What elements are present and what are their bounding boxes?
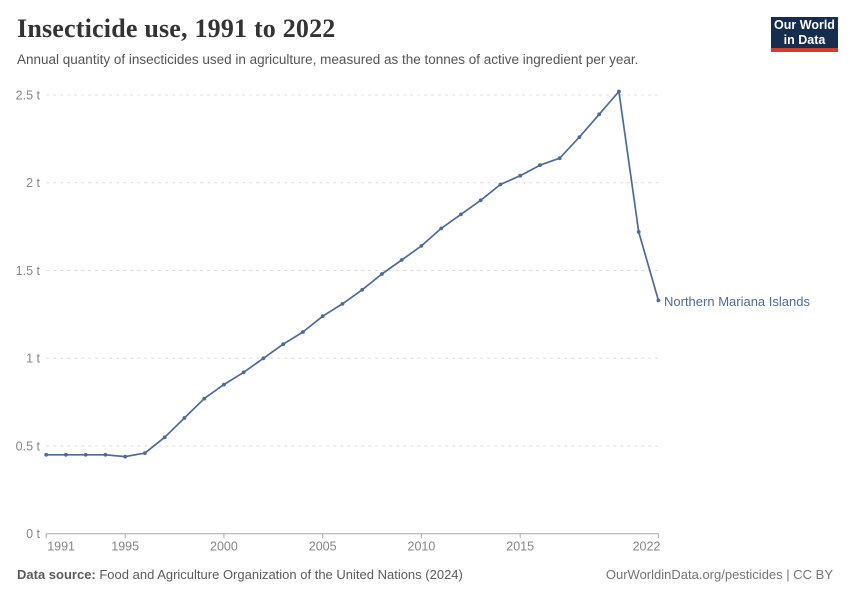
data-point[interactable] [103, 452, 108, 457]
owid-logo: Our World in Data [771, 17, 838, 52]
data-point[interactable] [498, 182, 503, 187]
data-point[interactable] [360, 287, 365, 292]
data-point[interactable] [597, 112, 602, 117]
data-point[interactable] [478, 198, 483, 203]
data-point[interactable] [340, 302, 345, 306]
attribution-text: OurWorldinData.org/pesticides | CC BY [605, 567, 833, 582]
data-point[interactable] [301, 330, 305, 334]
data-source-text: Data source: Food and Agriculture Organi… [17, 567, 463, 582]
x-tick-label: 2022 [633, 539, 661, 553]
data-point[interactable] [399, 258, 404, 262]
data-point[interactable] [557, 156, 562, 161]
data-point[interactable] [182, 416, 187, 420]
data-point[interactable] [143, 451, 147, 455]
data-point[interactable] [83, 452, 88, 457]
y-tick-label: 1.5 t [16, 264, 41, 278]
data-point[interactable] [202, 396, 207, 401]
data-point[interactable] [123, 454, 128, 459]
data-point[interactable] [241, 370, 246, 375]
y-tick-label: 2 t [26, 176, 40, 190]
data-point[interactable] [459, 212, 463, 217]
data-point[interactable] [44, 452, 49, 457]
data-point[interactable] [320, 314, 325, 319]
page-title: Insecticide use, 1991 to 2022 [17, 14, 336, 43]
data-point[interactable] [380, 272, 384, 276]
y-tick-label: 0 t [26, 527, 40, 541]
y-tick-label: 1 t [26, 352, 40, 366]
x-tick-label: 2000 [210, 539, 238, 553]
x-tick-label: 1991 [47, 539, 75, 553]
data-point[interactable] [162, 435, 167, 440]
data-point[interactable] [222, 382, 226, 387]
x-tick-label: 1995 [111, 539, 139, 553]
entity-label: Northern Mariana Islands [664, 294, 810, 309]
x-tick-label: 2010 [408, 539, 436, 553]
data-point[interactable] [617, 89, 621, 94]
data-point[interactable] [518, 173, 523, 178]
y-tick-label: 0.5 t [16, 439, 41, 453]
data-point[interactable] [656, 298, 661, 303]
data-point[interactable] [261, 356, 266, 361]
y-tick-label: 2.5 t [16, 88, 41, 102]
page-subtitle: Annual quantity of insecticides used in … [17, 52, 639, 67]
owid-logo-line2: in Data [783, 32, 826, 47]
chart-footer: Data source: Food and Agriculture Organi… [17, 567, 833, 582]
data-point[interactable] [64, 452, 68, 457]
data-point[interactable] [439, 226, 444, 231]
data-point[interactable] [419, 244, 424, 248]
data-point[interactable] [636, 230, 641, 234]
data-point[interactable] [538, 163, 542, 168]
data-point[interactable] [577, 135, 582, 140]
data-source-value: Food and Agriculture Organization of the… [95, 567, 463, 582]
x-tick-label: 2015 [506, 539, 534, 553]
data-point[interactable] [281, 342, 286, 347]
owid-logo-line1: Our World [774, 18, 835, 32]
data-line [45, 90, 660, 458]
data-source-label: Data source: [17, 567, 96, 582]
x-tick-label: 2005 [309, 539, 337, 553]
